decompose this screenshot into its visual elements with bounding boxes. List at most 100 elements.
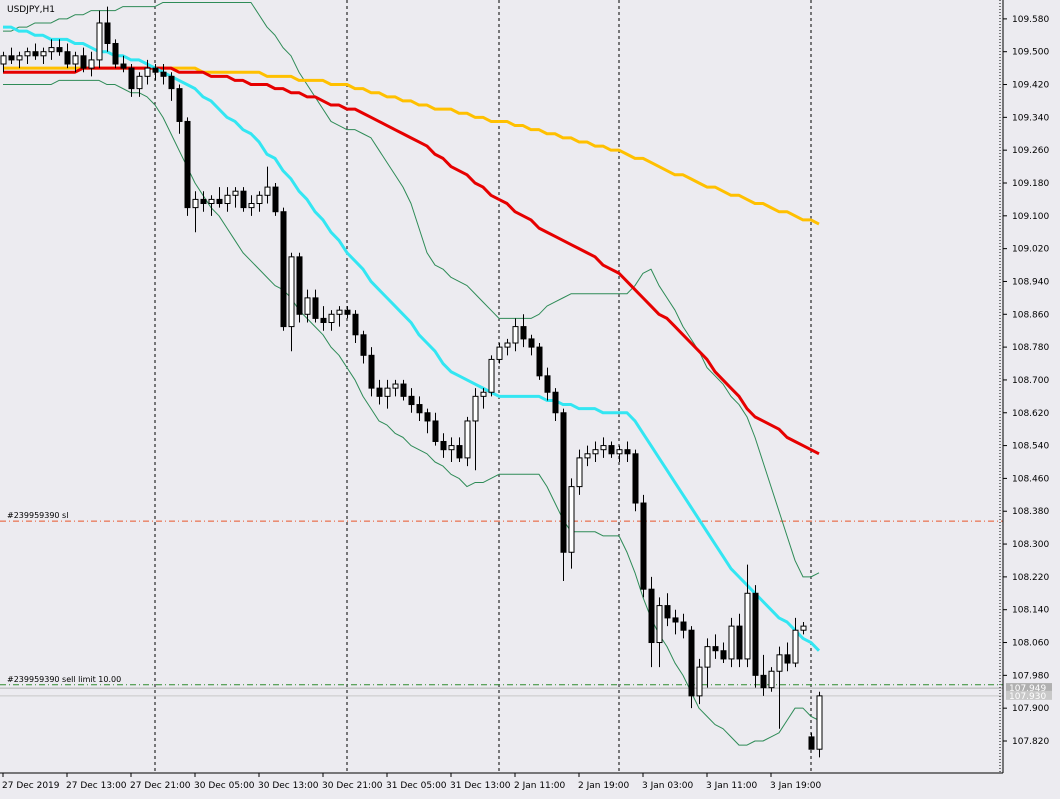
candle-body bbox=[256, 194, 263, 205]
y-tick-label: 108.300 bbox=[1012, 540, 1049, 550]
candle-body bbox=[248, 203, 255, 209]
candle-body bbox=[24, 51, 31, 57]
y-tick-label: 108.940 bbox=[1012, 277, 1049, 287]
candle-body bbox=[296, 256, 303, 315]
price-tag bbox=[1006, 683, 1052, 693]
x-tick-label: 3 Jan 11:00 bbox=[706, 781, 758, 791]
candle-body bbox=[272, 186, 279, 213]
candle-body bbox=[760, 674, 767, 689]
indicator-line bbox=[3, 66, 820, 456]
candle-body bbox=[608, 445, 615, 455]
candle-body bbox=[520, 326, 527, 340]
y-tick-label: 108.860 bbox=[1012, 310, 1049, 320]
candle-body bbox=[240, 190, 247, 209]
candle-body bbox=[8, 55, 15, 61]
candle-body bbox=[40, 51, 47, 57]
candle-body bbox=[104, 22, 111, 44]
candle-body bbox=[464, 420, 471, 459]
y-tick-label: 109.340 bbox=[1012, 113, 1049, 123]
y-tick-label: 108.700 bbox=[1012, 376, 1049, 386]
candle-body bbox=[336, 309, 343, 315]
y-tick-label: 107.820 bbox=[1012, 737, 1049, 747]
candle-body bbox=[720, 650, 727, 660]
candle-body bbox=[160, 71, 167, 77]
candle-body bbox=[544, 375, 551, 393]
candle-body bbox=[496, 346, 503, 360]
candle-body bbox=[808, 736, 815, 750]
candle-body bbox=[424, 412, 431, 422]
y-tick-label: 108.060 bbox=[1012, 639, 1049, 649]
indicator-line bbox=[3, 1, 820, 578]
candle-body bbox=[616, 449, 623, 455]
y-tick-label: 109.020 bbox=[1012, 245, 1049, 255]
candle-body bbox=[64, 51, 71, 65]
x-tick-label: 2 Jan 11:00 bbox=[514, 781, 566, 791]
candle-body bbox=[264, 186, 271, 196]
candle-body bbox=[432, 420, 439, 442]
candle-body bbox=[624, 449, 631, 455]
candle-body bbox=[592, 449, 599, 455]
y-tick-label: 108.780 bbox=[1012, 343, 1049, 353]
candle-body bbox=[312, 297, 319, 319]
candle-body bbox=[400, 383, 407, 397]
candle-body bbox=[32, 51, 39, 57]
x-tick-label: 30 Dec 05:00 bbox=[194, 781, 255, 791]
candle-body bbox=[352, 313, 359, 336]
candle-body bbox=[536, 346, 543, 377]
x-tick-label: 30 Dec 13:00 bbox=[258, 781, 319, 791]
order-label: #239959390 sell limit 10.00 bbox=[7, 675, 121, 684]
candle-body bbox=[632, 453, 639, 504]
candle-body bbox=[0, 55, 7, 65]
y-tick-label: 109.500 bbox=[1012, 48, 1049, 58]
candle-body bbox=[768, 670, 775, 689]
x-tick-label: 27 Dec 2019 bbox=[2, 781, 60, 791]
candle-body bbox=[224, 194, 231, 205]
candle-body bbox=[232, 190, 239, 196]
candle-body bbox=[472, 395, 479, 422]
candle-body bbox=[88, 59, 95, 69]
candle-body bbox=[112, 42, 119, 65]
y-tick-label: 108.140 bbox=[1012, 606, 1049, 616]
candle-body bbox=[168, 75, 175, 90]
candle-body bbox=[584, 453, 591, 459]
candle-body bbox=[440, 440, 447, 451]
y-tick-label: 108.220 bbox=[1012, 573, 1049, 583]
x-tick-label: 27 Dec 21:00 bbox=[130, 781, 191, 791]
y-tick-label: 107.900 bbox=[1012, 704, 1049, 714]
candle-body bbox=[72, 55, 79, 65]
candle-body bbox=[16, 55, 23, 61]
candle-body bbox=[672, 617, 679, 623]
candle-body bbox=[480, 391, 487, 397]
candle-body bbox=[784, 654, 791, 664]
candle-body bbox=[184, 120, 191, 209]
candle-body bbox=[560, 412, 567, 553]
x-tick-label: 27 Dec 13:00 bbox=[66, 781, 127, 791]
candle-body bbox=[344, 309, 351, 315]
candle-body bbox=[176, 88, 183, 122]
candle-body bbox=[216, 198, 223, 205]
candle-body bbox=[416, 404, 423, 414]
candle-body bbox=[320, 317, 327, 323]
candle-body bbox=[288, 256, 295, 328]
axes: 109.580 109.500 109.420 109.340 109.260 109.1… bbox=[2, 15, 1052, 791]
candle-body bbox=[568, 486, 575, 553]
candle-body bbox=[192, 198, 199, 209]
y-tick-label: 109.180 bbox=[1012, 179, 1049, 189]
candle-body bbox=[704, 646, 711, 668]
candle-body bbox=[800, 625, 807, 631]
x-tick-label: 3 Jan 19:00 bbox=[770, 781, 822, 791]
price-tag-label: 107.949 bbox=[1009, 684, 1046, 694]
candle-body bbox=[368, 354, 375, 389]
candle-body bbox=[128, 67, 135, 90]
candle-body bbox=[96, 22, 103, 61]
candle-body bbox=[360, 334, 367, 356]
candle-body bbox=[552, 391, 559, 414]
y-tick-label: 108.460 bbox=[1012, 474, 1049, 484]
candle-body bbox=[792, 629, 799, 664]
candle-body bbox=[656, 605, 663, 644]
candle-body bbox=[680, 621, 687, 631]
candle-body bbox=[80, 55, 87, 69]
y-tick-label: 109.580 bbox=[1012, 15, 1049, 25]
candle-body bbox=[280, 211, 287, 328]
candle-body bbox=[696, 666, 703, 697]
